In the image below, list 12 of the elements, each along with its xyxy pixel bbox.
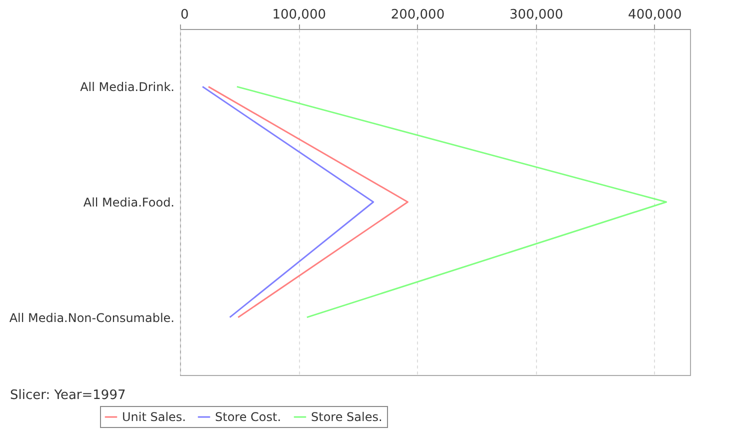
y-tick-label: All Media.Food. bbox=[83, 196, 174, 210]
x-tick-label: 100,000 bbox=[272, 8, 326, 22]
legend-label: Store Sales. bbox=[311, 410, 382, 424]
legend-label: Unit Sales. bbox=[122, 410, 186, 424]
y-tick-label: All Media.Drink. bbox=[80, 80, 174, 94]
legend-label: Store Cost. bbox=[215, 410, 282, 424]
x-tick-label: 400,000 bbox=[628, 8, 682, 22]
y-tick-label: All Media.Non-Consumable. bbox=[9, 310, 174, 325]
x-tick-label: 200,000 bbox=[390, 8, 445, 22]
x-tick-label: 0 bbox=[180, 8, 189, 22]
x-tick-label: 300,000 bbox=[509, 8, 564, 22]
text: Slicer: Year=1997 bbox=[10, 388, 126, 403]
